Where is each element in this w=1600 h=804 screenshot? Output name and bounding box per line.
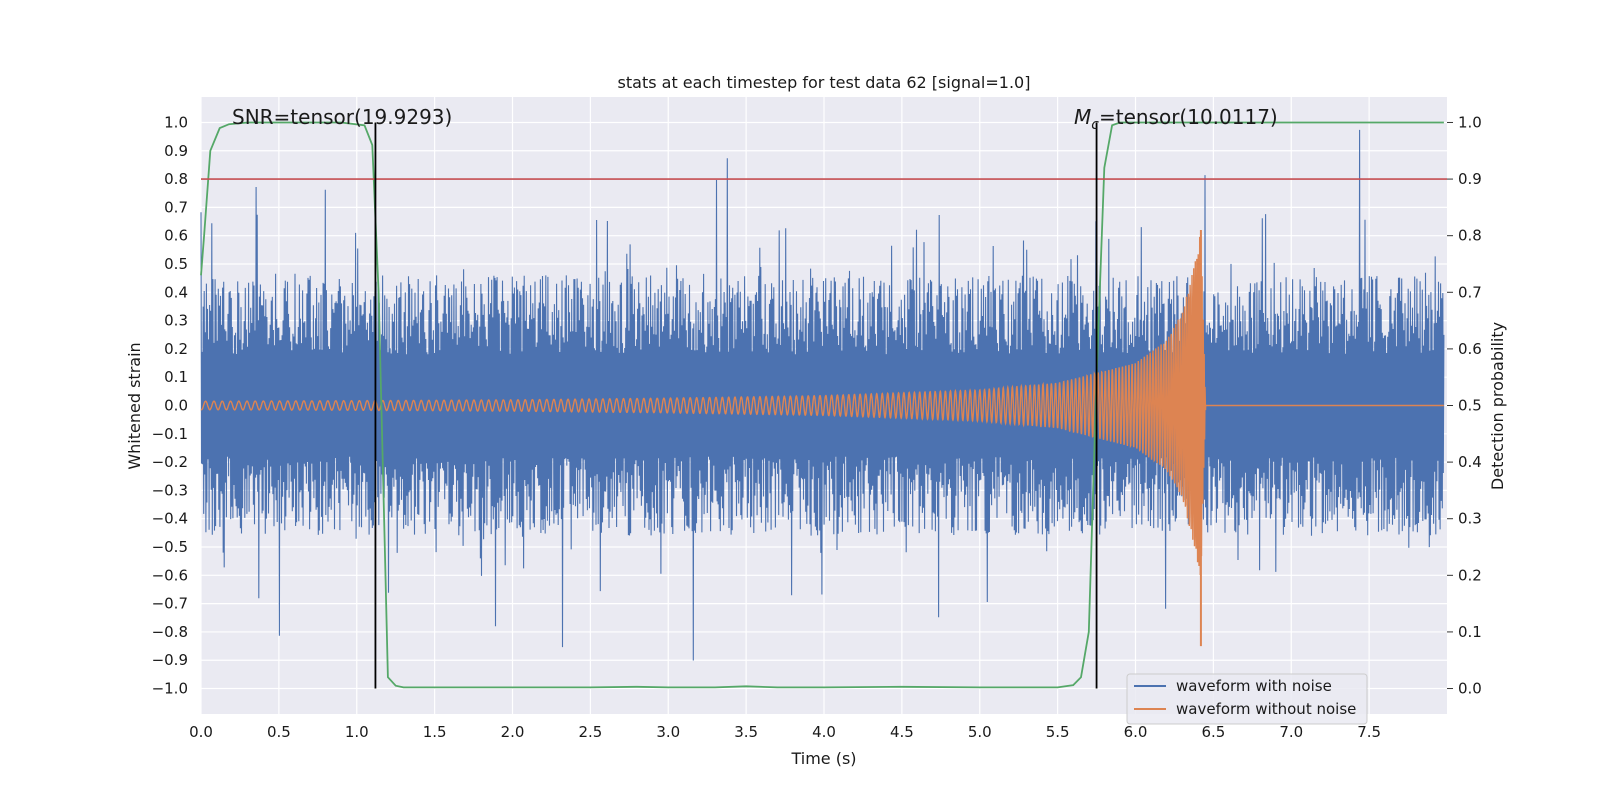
y-tick-label: 0.8 bbox=[164, 170, 188, 188]
x-tick-label: 5.5 bbox=[1046, 723, 1070, 741]
y2-tick-label: 0.9 bbox=[1458, 170, 1482, 188]
y-tick-label: −0.2 bbox=[152, 453, 188, 471]
x-tick-label: 2.0 bbox=[501, 723, 525, 741]
y-tick-label: 0.6 bbox=[164, 227, 188, 245]
y2-tick-label: 0.0 bbox=[1458, 680, 1482, 698]
x-tick-label: 3.0 bbox=[656, 723, 680, 741]
y-tick-label: −0.7 bbox=[152, 595, 188, 613]
overlay-lines bbox=[201, 122, 1447, 689]
x-tick-label: 4.0 bbox=[812, 723, 836, 741]
legend-label-noise: waveform with noise bbox=[1176, 677, 1332, 695]
y-tick-label: −0.5 bbox=[152, 538, 188, 556]
y-tick-label: 0.5 bbox=[164, 255, 188, 273]
x-tick-label: 6.0 bbox=[1124, 723, 1148, 741]
y-tick-label: 0.0 bbox=[164, 397, 188, 415]
y-tick-label: −0.9 bbox=[152, 651, 188, 669]
snr-annotation: SNR=tensor(19.9293) bbox=[232, 105, 452, 129]
x-tick-label: 5.0 bbox=[968, 723, 992, 741]
y-tick-label: 0.1 bbox=[164, 368, 188, 386]
y2-tick-label: 0.2 bbox=[1458, 566, 1482, 584]
x-tick-label: 2.5 bbox=[578, 723, 602, 741]
y-tick-label: −0.8 bbox=[152, 623, 188, 641]
y-tick-label: 0.2 bbox=[164, 340, 188, 358]
x-axis-ticks: 0.0 0.5 1.0 1.5 2.0 2.5 3.0 3.5 4.0 4.5 5.0 5.5 6.0 6… bbox=[189, 723, 1381, 741]
y-tick-label: 0.7 bbox=[164, 198, 188, 216]
y2-axis-ticks: 1.0 0.9 0.8 0.7 0.6 0.5 0.4 0.3 0.2 0.1 0.0 bbox=[1447, 113, 1482, 698]
y-tick-label: 1.0 bbox=[164, 113, 188, 131]
series-waveform-with-noise bbox=[200, 129, 1445, 661]
y-tick-label: −0.6 bbox=[152, 566, 188, 584]
y-tick-label: −0.3 bbox=[152, 481, 188, 499]
y2-tick-label: 0.5 bbox=[1458, 397, 1482, 415]
y-tick-label: 0.4 bbox=[164, 283, 188, 301]
x-tick-label: 0.0 bbox=[189, 723, 213, 741]
y2-axis-label: Detection probability bbox=[1488, 322, 1507, 490]
y2-tick-label: 0.1 bbox=[1458, 623, 1482, 641]
y-tick-label: −0.1 bbox=[152, 425, 188, 443]
x-axis-label: Time (s) bbox=[790, 749, 856, 768]
y-tick-label: −0.4 bbox=[152, 510, 188, 528]
chirp-mass-symbol: M bbox=[1074, 105, 1091, 129]
y-tick-label: −1.0 bbox=[152, 680, 188, 698]
clean-waveform-line bbox=[200, 234, 1444, 576]
legend: waveform with noise waveform without noi… bbox=[1126, 673, 1368, 725]
y-tick-label: 0.9 bbox=[164, 142, 188, 160]
y-axis-ticks: 1.0 0.9 0.8 0.7 0.6 0.5 0.4 0.3 0.2 0.1 0.0 −0.1 −0.… bbox=[152, 113, 188, 697]
series-waveform-without-noise bbox=[200, 230, 1444, 647]
x-tick-label: 1.0 bbox=[345, 723, 369, 741]
legend-box bbox=[1126, 673, 1368, 725]
x-tick-label: 0.5 bbox=[267, 723, 291, 741]
y-axis-label: Whitened strain bbox=[125, 342, 144, 469]
x-tick-label: 6.5 bbox=[1201, 723, 1225, 741]
legend-label-clean: waveform without noise bbox=[1176, 700, 1356, 718]
chirp-mass-value: =tensor(10.0117) bbox=[1099, 105, 1278, 129]
x-tick-label: 1.5 bbox=[423, 723, 447, 741]
y2-tick-label: 0.4 bbox=[1458, 453, 1482, 471]
chirp-mass-annotation: Mc=tensor(10.0117) bbox=[1074, 105, 1278, 133]
y2-tick-label: 0.6 bbox=[1458, 340, 1482, 358]
x-tick-label: 3.5 bbox=[734, 723, 758, 741]
chart-title: stats at each timestep for test data 62 … bbox=[618, 73, 1031, 92]
x-tick-label: 4.5 bbox=[890, 723, 914, 741]
x-tick-label: 7.5 bbox=[1357, 723, 1381, 741]
y2-tick-label: 0.3 bbox=[1458, 510, 1482, 528]
y2-tick-label: 0.8 bbox=[1458, 227, 1482, 245]
noise-waveform-line bbox=[200, 129, 1445, 661]
y-tick-label: 0.3 bbox=[164, 312, 188, 330]
y2-tick-label: 0.7 bbox=[1458, 283, 1482, 301]
y2-tick-label: 1.0 bbox=[1458, 113, 1482, 131]
chirp-mass-subscript: c bbox=[1091, 117, 1099, 133]
x-tick-label: 7.0 bbox=[1279, 723, 1303, 741]
